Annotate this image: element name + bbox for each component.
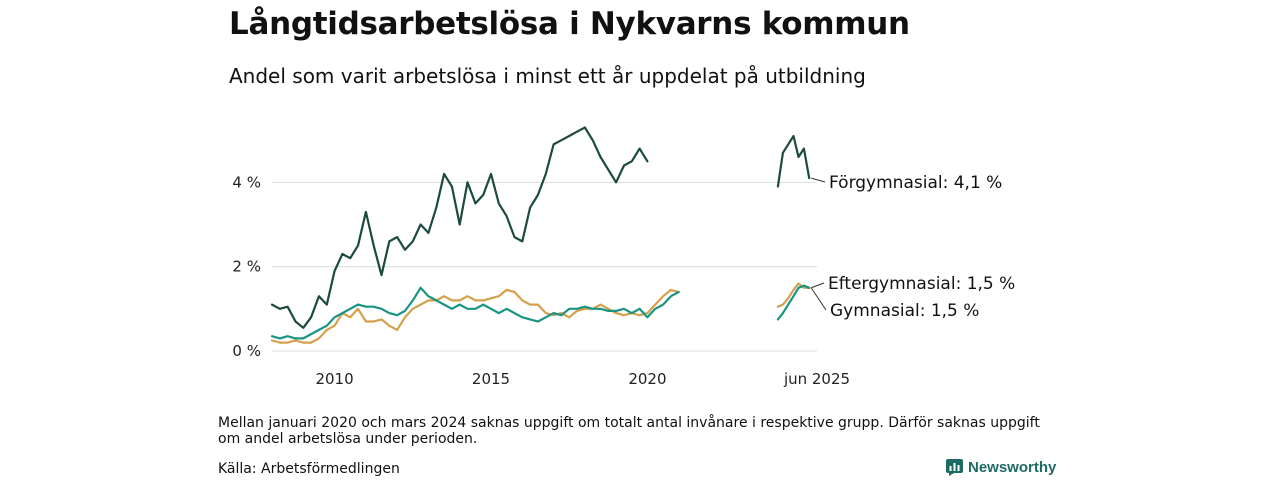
y-tick-label: 2 % <box>232 258 261 276</box>
x-axis-ticks: 2010 2015 2020 jun 2025 <box>315 370 850 388</box>
label-connector <box>811 177 826 183</box>
x-tick-label: 2020 <box>628 370 666 388</box>
y-tick-label: 4 % <box>232 173 261 191</box>
newsworthy-logo: Newsworthy <box>946 459 1056 476</box>
gridlines <box>272 181 817 352</box>
series-end-label: Förgymnasial: 4,1 % <box>829 173 1002 193</box>
label-connector <box>810 287 827 311</box>
x-tick-label: 2010 <box>315 370 353 388</box>
series-line-eftergymnasial <box>776 282 811 308</box>
footnote: Mellan januari 2020 och mars 2024 saknas… <box>218 415 1040 447</box>
series-line-eftergymnasial <box>270 288 680 344</box>
series-lines <box>270 126 811 344</box>
chart-title: Långtidsarbetslösa i Nykvarns kommun <box>229 6 910 42</box>
series-line-gymnasial <box>776 284 811 321</box>
y-axis-ticks: 0 % 2 % 4 % <box>232 173 261 360</box>
series-line-f-rgymnasial <box>270 126 649 329</box>
brand-name: Newsworthy <box>968 459 1057 476</box>
series-end-labels: Förgymnasial: 4,1 % Gymnasial: 1,5 % Efter… <box>810 173 1015 321</box>
chart-subtitle: Andel som varit arbetslösa i minst ett å… <box>229 64 866 88</box>
y-tick-label: 0 % <box>232 342 261 360</box>
x-tick-label: 2015 <box>472 370 510 388</box>
line-chart: 0 % 2 % 4 % 2010 2015 2020 jun 2025 Förgymnas… <box>232 126 1015 388</box>
label-connector <box>811 282 825 289</box>
source-text: Källa: Arbetsförmedlingen <box>218 461 400 477</box>
series-line-f-rgymnasial <box>776 134 811 188</box>
x-tick-label: jun 2025 <box>783 370 850 388</box>
series-line-gymnasial <box>270 286 680 340</box>
series-end-label: Eftergymnasial: 1,5 % <box>828 274 1015 294</box>
series-end-label: Gymnasial: 1,5 % <box>830 301 979 321</box>
newsworthy-icon <box>946 459 963 476</box>
